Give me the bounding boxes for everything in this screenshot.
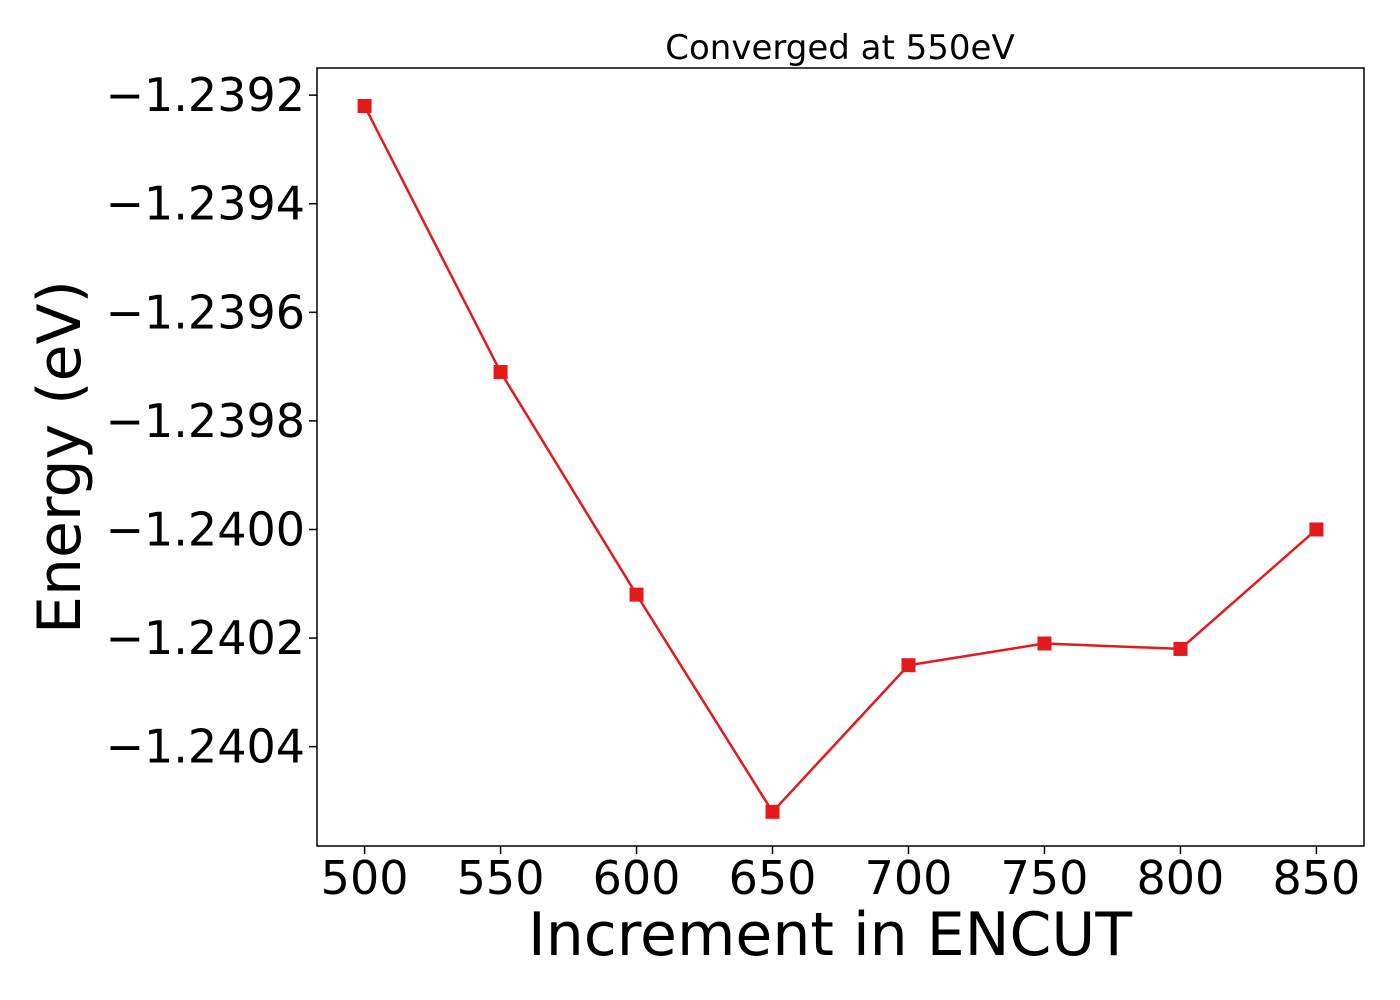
y-tick-label: −1.2400 [106, 502, 306, 556]
x-tick-label: 550 [457, 851, 545, 905]
data-point-marker [629, 587, 644, 602]
data-point-marker [1173, 641, 1188, 656]
x-axis-label: Increment in ENCUT [528, 900, 1132, 970]
data-point-marker [357, 99, 372, 114]
x-tick-label: 850 [1273, 851, 1361, 905]
y-tick-label: −1.2398 [106, 394, 306, 448]
x-tick-label: 750 [1001, 851, 1089, 905]
x-tick-label: 650 [729, 851, 817, 905]
series-line [363, 105, 1318, 814]
y-tick-label: −1.2394 [106, 177, 306, 231]
chart-title: Converged at 550eV [665, 28, 1014, 68]
y-tick-label: −1.2404 [106, 720, 306, 774]
y-tick-label: −1.2396 [106, 285, 306, 339]
data-point-marker [1309, 522, 1324, 537]
x-axis-ticks: 500 550 600 650 700 750 800 850 [321, 846, 1361, 905]
y-tick-label: −1.2402 [106, 611, 306, 665]
data-point-marker [765, 804, 780, 819]
x-tick-label: 800 [1137, 851, 1225, 905]
x-tick-label: 700 [865, 851, 953, 905]
series-layer [357, 99, 1324, 819]
data-point-marker [1037, 636, 1052, 651]
data-point-marker [901, 658, 916, 673]
x-tick-label: 600 [593, 851, 681, 905]
plot-frame [316, 67, 1365, 847]
y-axis-label: Energy (eV) [25, 280, 95, 634]
data-point-marker [493, 365, 508, 380]
x-tick-label: 500 [321, 851, 409, 905]
y-tick-label: −1.2392 [106, 68, 306, 122]
y-axis-ticks: −1.2392 −1.2394 −1.2396 −1.2398 −1.2400 −1.24… [106, 68, 317, 774]
